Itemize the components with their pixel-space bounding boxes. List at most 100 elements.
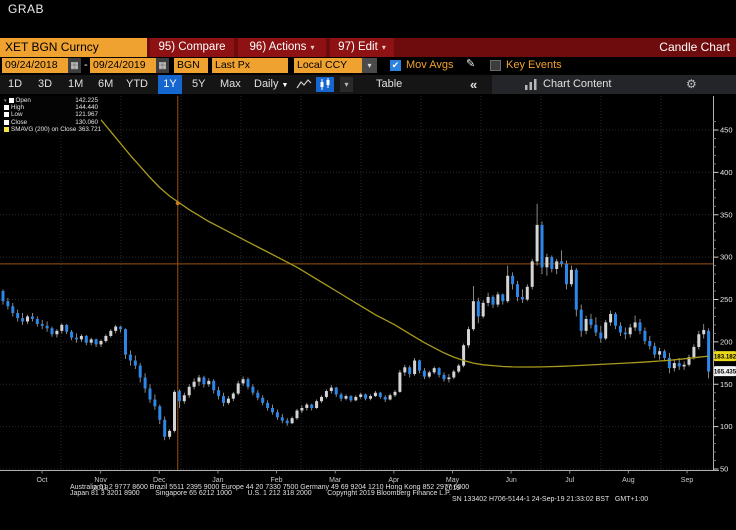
candle-down [648,341,652,347]
currency-selector[interactable]: Local CCY [294,58,362,73]
table-button[interactable]: Table [376,78,403,90]
candle-up [525,286,529,300]
chevron-down-icon[interactable]: ▾ [362,58,377,73]
compare-button[interactable]: 95) Compare [150,38,234,57]
candle-down [212,380,216,391]
candle-down [599,332,603,339]
candle-up [320,396,323,402]
calendar-icon[interactable]: ▦ [156,58,169,73]
candle-down [383,396,387,400]
candle-up [231,393,235,399]
legend-label: Low [11,111,23,119]
legend-label: SMAVG (200) on Close [11,125,77,133]
candle-down [65,324,69,332]
tab-1d[interactable]: 1D [8,78,23,90]
candle-up [344,396,348,399]
date-range-dash: - [84,59,88,71]
tab-1m[interactable]: 1M [68,78,84,90]
edit-pencil-icon[interactable]: ✎ [466,58,476,70]
candle-down [158,406,162,420]
triangle-down-icon: ▼ [281,82,289,89]
candle-down [275,412,279,418]
legend-label: Open [15,97,31,105]
mov-avgs-checkbox[interactable]: ✔ [390,60,401,71]
chart-svg[interactable]: 50 100 150 200 250 300 350 400 450 183.182 165.435… [0,94,736,505]
tab-1y-selected[interactable]: 1Y [158,75,182,94]
candle-down [143,377,147,389]
legend-swatch [8,98,14,104]
month-label: Nov [94,477,107,484]
candle-up [305,404,309,408]
candle-up [692,346,696,358]
candle-up [481,302,485,317]
candle-up [359,394,363,397]
edit-button[interactable]: 97) Edit ▾ [330,38,394,57]
tab-ytd[interactable]: YTD [126,78,148,90]
line-chart-icon[interactable] [296,77,312,92]
tab-5y[interactable]: 5Y [192,78,206,90]
candle-up [462,345,466,366]
tab-3d[interactable]: 3D [38,78,53,90]
candle-down [222,396,225,403]
date-to-field[interactable]: 09/24/2019 [90,58,156,73]
actions-button[interactable]: 96) Actions ▾ [238,38,326,57]
candle-up [672,363,676,369]
candle-down [334,387,338,395]
candle-down [261,397,265,403]
tab-max[interactable]: Max [220,78,241,90]
key-events-checkbox[interactable] [490,60,501,71]
legend-collapse-icon[interactable]: ▾ [4,97,7,104]
candle-up [432,368,436,373]
candle-down [476,301,480,317]
period-dropdown[interactable]: Daily ▼ [254,75,288,94]
candle-up [104,335,108,342]
candle-up [207,380,211,385]
candle-up [467,329,470,346]
candle-up [545,257,549,268]
security-field[interactable]: XET BGN Curncy [0,38,147,57]
candle-down [501,294,505,302]
chart-type-title: Candle Chart [659,40,730,54]
candle-down [364,394,368,399]
candle-up [226,398,230,403]
candle-down [618,325,622,333]
gear-icon[interactable]: ⚙ [686,77,697,91]
candle-down [40,324,44,326]
calendar-icon[interactable]: ▦ [68,58,81,73]
candle-up [697,334,701,347]
date-from-field[interactable]: 09/24/2018 [2,58,68,73]
collapse-panel-icon[interactable]: « [470,77,478,92]
legend-value: 142.225 [75,97,98,105]
chevron-down-icon[interactable]: ▾ [340,77,353,92]
footer-phone-line-2: Japan 81 3 3201 8900 Singapore 65 6212 1… [70,490,451,497]
candle-down [349,396,353,401]
month-label: Oct [37,477,48,484]
candle-down [491,296,495,305]
candle-up [295,410,299,419]
candle-down [579,309,583,331]
candle-up [609,313,613,323]
candle-up [535,224,539,262]
candle-down [418,360,421,371]
candle-up [182,395,186,402]
legend-swatch [4,112,9,118]
legend-row: High 144.440 [4,104,98,111]
price-field-selector[interactable]: Last Px [212,58,288,73]
legend-row: Low 121.967 [4,111,98,118]
candle-down [667,357,671,369]
price-axis-label: 150 [720,380,733,389]
candle-down [163,419,167,437]
candle-down [663,351,666,358]
candle-down [408,367,412,375]
legend-row: ▾ Open 142.225 [4,97,98,104]
legend-value: 144.440 [75,104,98,112]
price-axis-label: 400 [720,168,733,177]
legend-row: Close 130.060 [4,119,98,126]
last-price-badge [714,366,736,377]
candle-chart-icon-selected[interactable] [316,77,334,92]
tab-6m[interactable]: 6M [98,78,114,90]
candle-up [682,364,686,367]
candle-up [398,372,402,392]
candle-down [310,404,314,408]
pricing-source-field[interactable]: BGN [174,58,208,73]
